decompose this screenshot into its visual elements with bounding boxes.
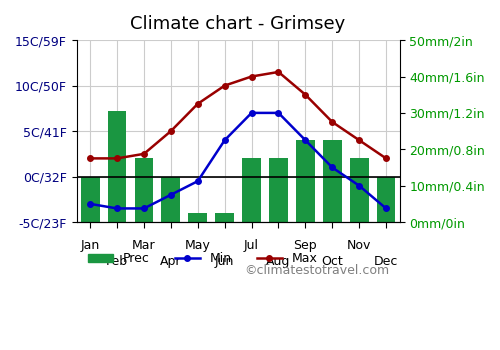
Text: ©climatestotravel.com: ©climatestotravel.com xyxy=(244,264,390,277)
Text: Feb: Feb xyxy=(106,256,128,268)
Title: Climate chart - Grimsey: Climate chart - Grimsey xyxy=(130,15,346,33)
Bar xyxy=(269,159,288,222)
Text: May: May xyxy=(185,239,210,252)
Text: Nov: Nov xyxy=(347,239,372,252)
Text: Jul: Jul xyxy=(244,239,259,252)
Text: Oct: Oct xyxy=(322,256,343,268)
Text: Apr: Apr xyxy=(160,256,182,268)
Bar xyxy=(350,159,368,222)
Bar xyxy=(242,159,261,222)
Text: Sep: Sep xyxy=(294,239,317,252)
Text: Jan: Jan xyxy=(80,239,100,252)
Bar xyxy=(81,177,100,222)
Bar xyxy=(188,213,207,222)
Bar xyxy=(216,213,234,222)
Bar xyxy=(323,140,342,222)
Bar xyxy=(376,177,396,222)
Bar xyxy=(108,111,126,222)
Text: Dec: Dec xyxy=(374,256,398,268)
Bar xyxy=(296,140,315,222)
Bar xyxy=(162,177,180,222)
Text: Mar: Mar xyxy=(132,239,156,252)
Bar xyxy=(134,159,154,222)
Legend: Prec, Min, Max: Prec, Min, Max xyxy=(83,247,323,271)
Text: Jun: Jun xyxy=(215,256,234,268)
Text: Aug: Aug xyxy=(266,256,290,268)
